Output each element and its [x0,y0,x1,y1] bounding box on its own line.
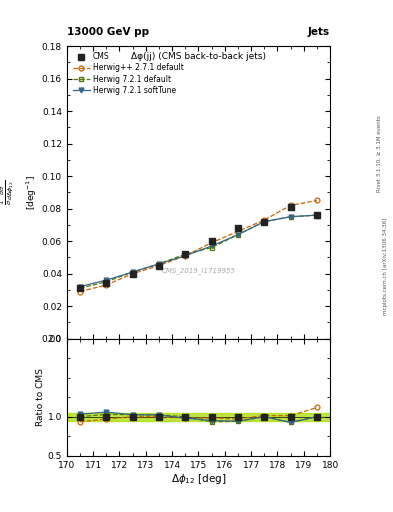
Text: mcplots.cern.ch [arXiv:1306.34,36]: mcplots.cern.ch [arXiv:1306.34,36] [383,218,387,315]
Y-axis label: Ratio to CMS: Ratio to CMS [36,368,45,426]
Bar [67,413,330,420]
Text: 13000 GeV pp: 13000 GeV pp [67,27,149,37]
Text: Rivet 3.1.10, ≥ 3.1M events: Rivet 3.1.10, ≥ 3.1M events [377,115,382,192]
Text: Jets: Jets [308,27,330,37]
X-axis label: $\Delta\phi_{12}$ [deg]: $\Delta\phi_{12}$ [deg] [171,472,226,486]
Text: CMS_2019_I1719955: CMS_2019_I1719955 [162,268,235,274]
Legend: CMS, Herwig++ 2.7.1 default, Herwig 7.2.1 default, Herwig 7.2.1 softTune: CMS, Herwig++ 2.7.1 default, Herwig 7.2.… [71,50,186,97]
Y-axis label: $\frac{1}{\sigma}\frac{d\sigma}{d\Delta\phi_{12}}$
[deg$^{-1}$]: $\frac{1}{\sigma}\frac{d\sigma}{d\Delta\… [0,175,39,210]
Text: Δφ(jj) (CMS back-to-back jets): Δφ(jj) (CMS back-to-back jets) [131,52,266,61]
